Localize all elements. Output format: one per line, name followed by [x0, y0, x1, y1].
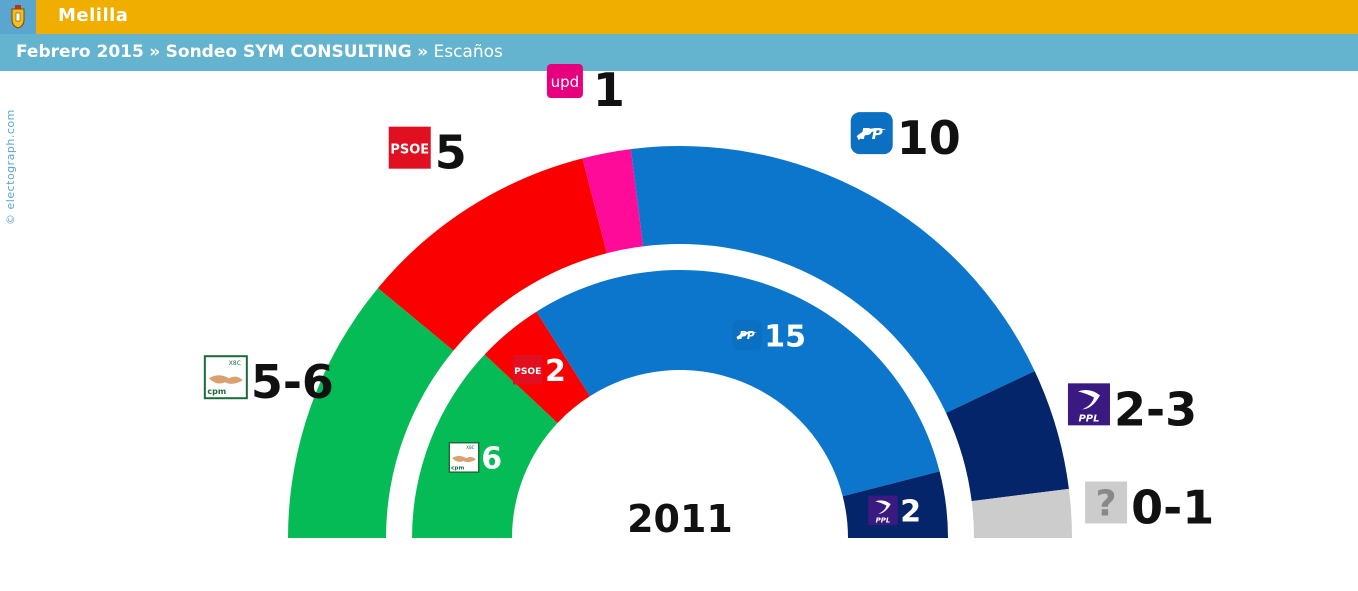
outer-seats-ppl: 2-3 — [1114, 382, 1197, 436]
breadcrumb: Febrero 2015 » Sondeo SYM CONSULTING » E… — [16, 42, 503, 62]
inner-label-cpm: X8C cpm 6 — [448, 442, 502, 477]
region-header-bar — [0, 0, 1358, 34]
inner-seats-pp: 15 — [764, 319, 806, 354]
inner-label-pp: PP 15 — [732, 319, 806, 354]
inner-seats-ppl: 2 — [900, 495, 921, 530]
pp-logo-icon: PP — [850, 112, 893, 155]
svg-text:PSOE: PSOE — [514, 367, 541, 377]
outer-label-pp: PP 10 — [850, 111, 961, 165]
inner-ring-year-label: 2011 — [627, 497, 733, 541]
breadcrumb-separator-2: » — [417, 42, 429, 62]
inner-seats-cpm: 6 — [481, 442, 502, 477]
outer-segment-upyd — [582, 149, 644, 254]
svg-text:PPL: PPL — [876, 516, 891, 524]
outer-ring — [288, 145, 1072, 538]
cpm-logo-icon: X8C cpm — [203, 355, 248, 400]
seat-labels: X8C cpm 5-6 PSOE 5 upd 1 PP 10 PPL 2-3? 0-1 X8C cpm 6 P… — [203, 63, 1214, 534]
ppl-logo-icon: PPL — [1067, 383, 1110, 426]
outer-label-psoe: PSOE 5 — [388, 126, 467, 180]
outer-label-cpm: X8C cpm 5-6 — [203, 355, 334, 409]
region-title: Melilla — [58, 5, 129, 26]
outer-label-otros: ? 0-1 — [1085, 480, 1214, 534]
svg-text:X8C: X8C — [466, 445, 475, 450]
outer-segment-otros — [971, 488, 1072, 538]
cpm-logo-icon: X8C cpm — [448, 442, 480, 473]
inner-label-ppl: PPL 2 — [868, 495, 921, 530]
inner-segment-pp — [536, 270, 940, 497]
outer-seats-pp: 10 — [897, 111, 961, 165]
outer-segment-psoe — [377, 158, 607, 351]
inner-label-psoe: PSOE 2 — [513, 354, 566, 389]
breadcrumb-bar — [0, 34, 1358, 71]
unknown-logo-icon: ? — [1085, 481, 1128, 524]
outer-segment-ppl — [946, 371, 1069, 502]
outer-seats-cpm: 5-6 — [251, 355, 334, 409]
outer-label-upyd: upd 1 — [546, 63, 625, 117]
outer-segment-cpm — [288, 288, 454, 538]
breadcrumb-separator-1: » — [149, 42, 161, 62]
pp-logo-icon: PP — [732, 320, 762, 350]
svg-text:cpm: cpm — [451, 465, 464, 471]
svg-text:PP: PP — [739, 330, 755, 342]
inner-segment-cpm — [412, 354, 558, 538]
svg-text:PSOE: PSOE — [390, 143, 429, 158]
breadcrumb-date: Febrero 2015 — [16, 42, 144, 62]
svg-text:PPL: PPL — [1078, 413, 1099, 424]
ppl-logo-icon: PPL — [868, 495, 898, 526]
breadcrumb-poll: Sondeo SYM CONSULTING — [165, 42, 412, 62]
upd-logo-icon: upd — [546, 64, 583, 99]
crest-icon — [0, 0, 36, 34]
psoe-logo-icon: PSOE — [513, 355, 543, 385]
svg-text:cpm: cpm — [207, 387, 226, 396]
breadcrumb-metric: Escaños — [433, 42, 503, 62]
outer-seats-upyd: 1 — [593, 63, 625, 117]
psoe-logo-icon: PSOE — [388, 126, 431, 169]
outer-seats-otros: 0-1 — [1131, 480, 1214, 534]
inner-seats-psoe: 2 — [545, 354, 566, 389]
svg-text:X8C: X8C — [229, 360, 241, 367]
svg-text:?: ? — [1096, 483, 1117, 524]
outer-seats-psoe: 5 — [435, 126, 467, 180]
outer-segment-pp — [630, 145, 1035, 413]
outer-label-ppl: PPL 2-3 — [1067, 382, 1197, 436]
svg-text:PP: PP — [861, 125, 883, 143]
svg-text:upd: upd — [551, 73, 580, 91]
